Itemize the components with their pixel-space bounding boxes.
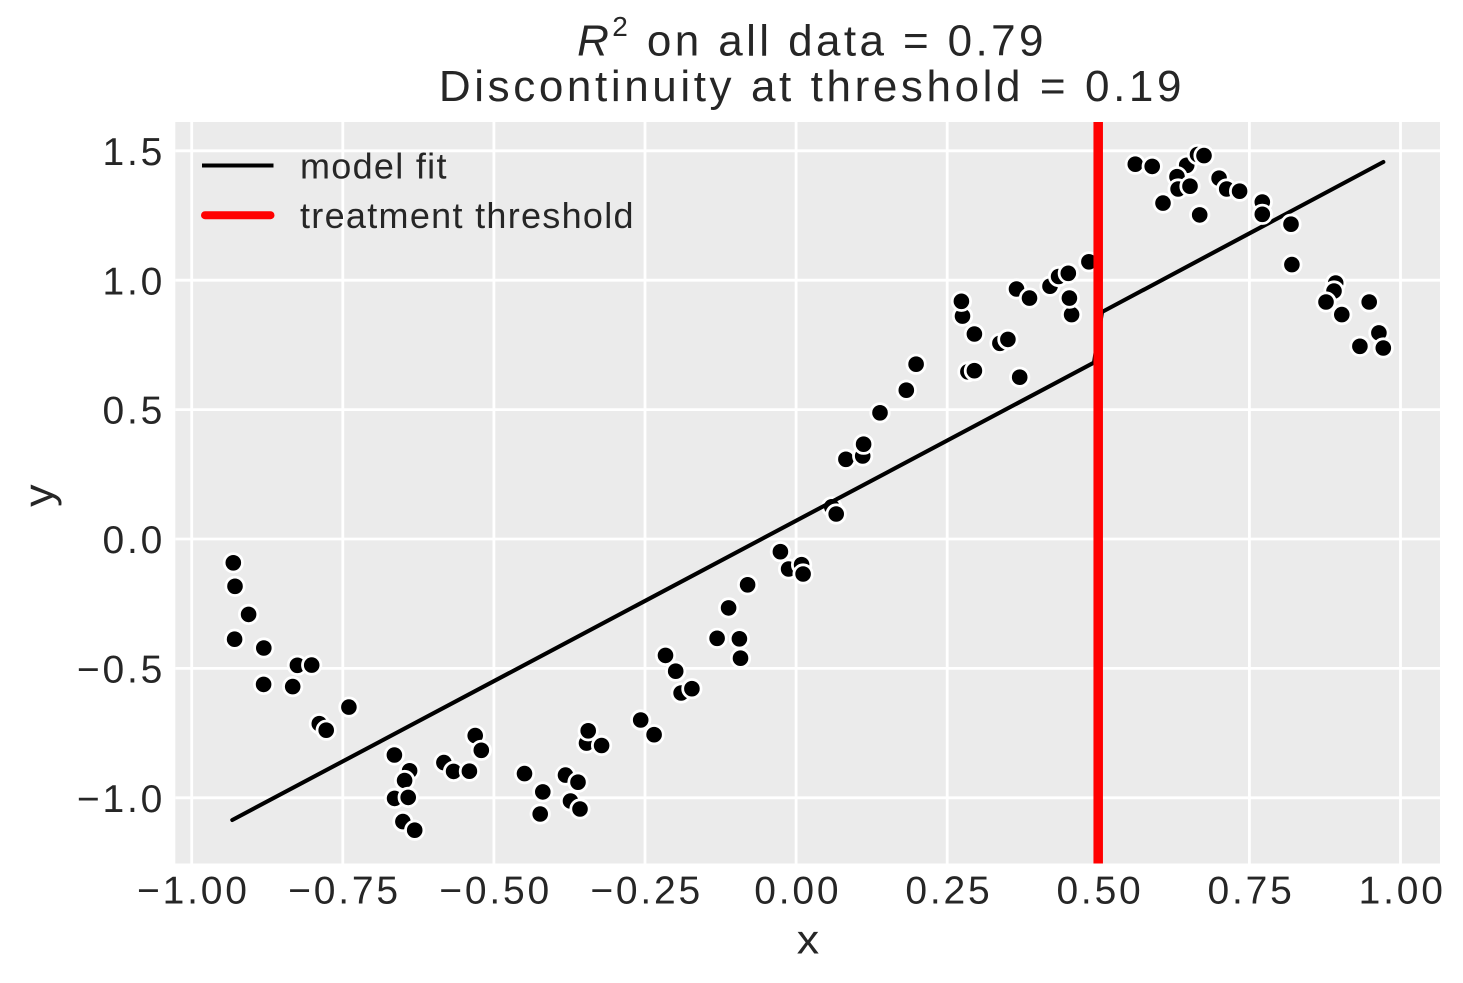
- svg-text:treatment threshold: treatment threshold: [300, 195, 635, 236]
- svg-text:Discontinuity at threshold = 0: Discontinuity at threshold = 0.19: [439, 62, 1185, 111]
- svg-text:−1.0: −1.0: [77, 778, 165, 821]
- svg-text:R2 on all data = 0.79: R2 on all data = 0.79: [577, 11, 1047, 66]
- svg-text:0.25: 0.25: [905, 870, 992, 913]
- svg-text:1.5: 1.5: [102, 131, 165, 174]
- svg-text:−0.25: −0.25: [590, 870, 703, 913]
- svg-text:−0.50: −0.50: [439, 870, 552, 913]
- svg-text:0.0: 0.0: [102, 519, 165, 562]
- svg-text:−0.5: −0.5: [77, 649, 165, 692]
- svg-text:x: x: [797, 917, 820, 963]
- svg-text:0.75: 0.75: [1208, 870, 1295, 913]
- svg-text:−1.00: −1.00: [137, 870, 250, 913]
- svg-text:0.50: 0.50: [1056, 870, 1143, 913]
- svg-text:1.00: 1.00: [1359, 870, 1446, 913]
- svg-text:1.0: 1.0: [102, 260, 165, 303]
- svg-text:y: y: [15, 484, 62, 506]
- svg-text:0.5: 0.5: [102, 390, 165, 433]
- svg-text:0.00: 0.00: [754, 870, 841, 913]
- svg-text:−0.75: −0.75: [288, 870, 401, 913]
- svg-text:model fit: model fit: [300, 146, 448, 187]
